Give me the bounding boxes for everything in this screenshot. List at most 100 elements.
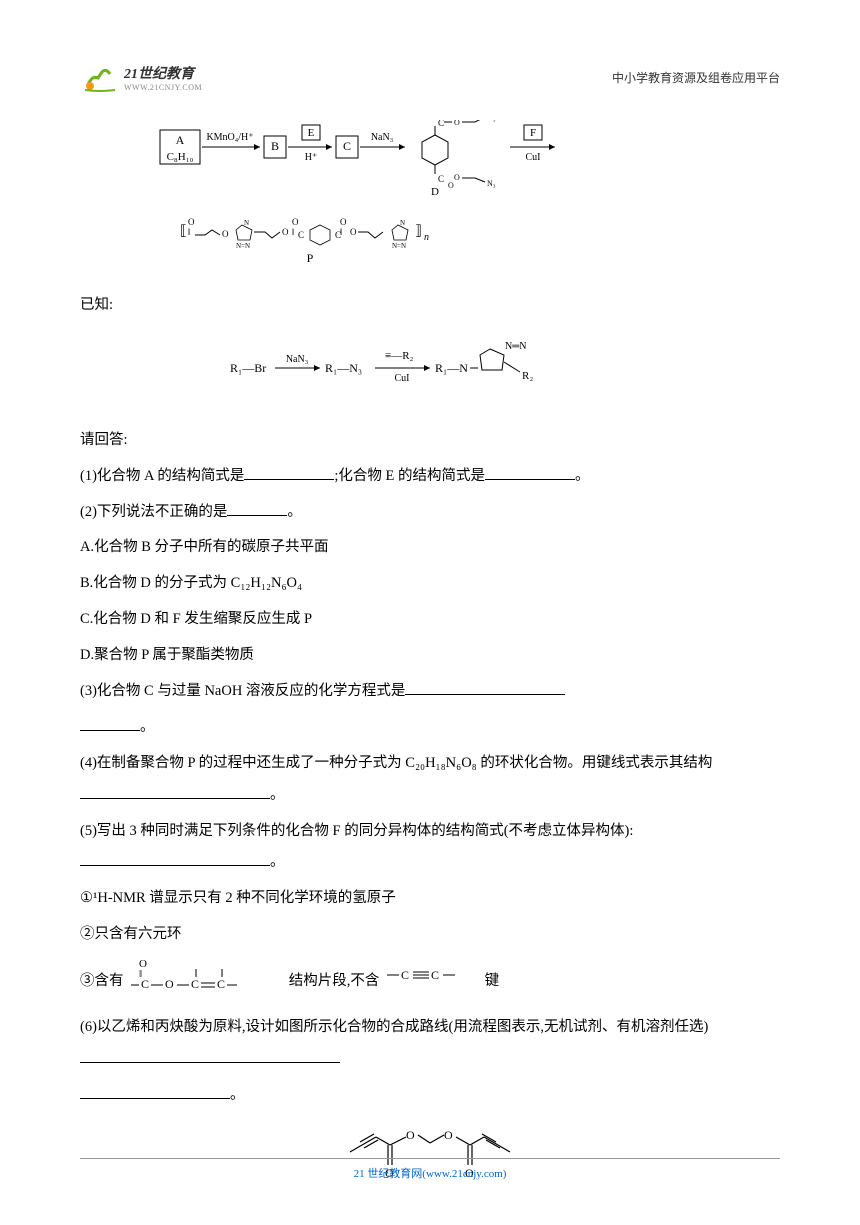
q1-end: 。 <box>575 468 590 484</box>
svg-text:R₂: R₂ <box>522 370 533 382</box>
svg-text:C: C <box>141 977 149 991</box>
known-label: 已知: <box>80 290 780 322</box>
question-6-cont: 。 <box>80 1080 780 1112</box>
q5-end: 。 <box>270 854 285 870</box>
svg-text:N═N: N═N <box>505 341 527 352</box>
q5-text: (5)写出 3 种同时满足下列条件的化合物 F 的同分异构体的结构简式(不考虑立… <box>80 823 633 839</box>
question-3: (3)化合物 C 与过量 NaOH 溶液反应的化学方程式是 <box>80 676 780 708</box>
svg-text:R₁—N: R₁—N <box>435 361 468 375</box>
svg-text:A: A <box>176 133 185 147</box>
q4-end: 。 <box>270 787 285 803</box>
svg-text:O: O <box>350 227 357 237</box>
condition-1: ①¹H-NMR 谱显示只有 2 种不同化学环境的氢原子 <box>80 883 780 915</box>
svg-text:O: O <box>292 217 299 227</box>
logo-cn-text: 21世纪教育 <box>124 63 202 83</box>
svg-text:P: P <box>307 251 314 265</box>
question-1: (1)化合物 A 的结构简式是 ;化合物 E 的结构简式是 。 <box>80 461 780 493</box>
svg-text:C: C <box>217 977 225 991</box>
q5-3-mid: 结构片段,不含 <box>289 973 380 989</box>
svg-text:O: O <box>222 229 229 239</box>
q5-3-end: 键 <box>485 973 500 989</box>
q2-text: (2)下列说法不正确的是 <box>80 504 227 520</box>
svg-text:O: O <box>454 173 460 182</box>
svg-text:O: O <box>406 1128 415 1142</box>
svg-text:NaN₃: NaN₃ <box>286 354 308 365</box>
blank-2 <box>227 498 287 516</box>
svg-text:CuI: CuI <box>395 373 410 384</box>
svg-text:‖: ‖ <box>340 227 343 237</box>
ester-alkene-fragment: O ‖ C O C C <box>131 955 281 1008</box>
svg-text:B: B <box>271 139 279 153</box>
svg-text:H⁺: H⁺ <box>305 152 318 163</box>
q3-text: (3)化合物 C 与过量 NaOH 溶液反应的化学方程式是 <box>80 683 405 699</box>
svg-text:NaN₃: NaN₃ <box>371 132 393 143</box>
q2-end: 。 <box>287 504 302 520</box>
svg-text:C: C <box>401 968 409 982</box>
svg-text:⟧: ⟧ <box>415 224 422 239</box>
option-c: C.化合物 D 和 F 发生缩聚反应生成 P <box>80 604 780 636</box>
condition-3: ③含有 O ‖ C O C C 结构片段,不含 <box>80 955 780 1008</box>
logo-icon <box>80 60 120 95</box>
question-3-cont: 。 <box>80 712 780 744</box>
q5-3-pre: ③含有 <box>80 973 124 989</box>
known-reaction-diagram: R₁—Br NaN₃ R₁—N₃ ≡—R₂ CuI R₁—N N═N R₂ <box>80 332 780 415</box>
svg-text:O: O <box>188 217 195 227</box>
svg-text:C: C <box>191 977 199 991</box>
svg-text:N=N: N=N <box>236 242 250 250</box>
q3-end: 。 <box>140 719 155 735</box>
blank-4 <box>80 781 270 799</box>
page-footer: 21 世纪教育网(www.21cnjy.com) <box>80 1158 780 1181</box>
svg-text:O: O <box>448 181 454 190</box>
svg-text:O: O <box>454 120 460 127</box>
blank-1b <box>485 462 575 480</box>
svg-text:‖: ‖ <box>188 227 191 237</box>
svg-text:n: n <box>424 232 429 243</box>
blank-5 <box>80 848 270 866</box>
svg-text:R₁—Br: R₁—Br <box>230 361 266 375</box>
question-2: (2)下列说法不正确的是 。 <box>80 497 780 529</box>
svg-text:O: O <box>444 1128 453 1142</box>
page-header: 21世纪教育 WWW.21CNJY.COM 中小学教育资源及组卷应用平台 <box>80 60 780 95</box>
svg-text:C₈H₁₀: C₈H₁₀ <box>167 151 194 163</box>
svg-text:N=N: N=N <box>392 242 406 250</box>
svg-text:⟦: ⟦ <box>180 224 187 239</box>
condition-2: ②只含有六元环 <box>80 919 780 951</box>
svg-text:‖: ‖ <box>292 227 295 237</box>
svg-text:N: N <box>244 219 249 227</box>
header-right-text: 中小学教育资源及组卷应用平台 <box>612 69 780 86</box>
logo: 21世纪教育 WWW.21CNJY.COM <box>80 60 202 95</box>
reaction-scheme-diagram: A C₈H₁₀ KMnO₄/H⁺ B E H⁺ C NaN₃ C O O N₃ <box>80 115 780 280</box>
content-area: 已知: R₁—Br NaN₃ R₁—N₃ ≡—R₂ CuI R₁—N N═N R… <box>80 290 780 1225</box>
triple-bond-fragment: C C <box>387 965 477 998</box>
q6-text: (6)以乙烯和丙炔酸为原料,设计如图所示化合物的合成路线(用流程图表示,无机试剂… <box>80 1019 708 1035</box>
svg-text:C: C <box>438 174 444 184</box>
svg-text:N₃: N₃ <box>487 120 496 122</box>
svg-text:O: O <box>165 977 174 991</box>
svg-text:C: C <box>431 968 439 982</box>
svg-text:N₃: N₃ <box>487 179 496 188</box>
svg-text:R₁—N₃: R₁—N₃ <box>325 361 362 375</box>
blank-1a <box>244 462 334 480</box>
svg-text:F: F <box>530 127 536 139</box>
logo-text: 21世纪教育 WWW.21CNJY.COM <box>124 63 202 92</box>
question-4: (4)在制备聚合物 P 的过程中还生成了一种分子式为 C₂₀H₁₈N₆O₈ 的环… <box>80 748 780 812</box>
svg-text:O: O <box>340 217 347 227</box>
blank-3b <box>80 713 140 731</box>
question-6: (6)以乙烯和丙炔酸为原料,设计如图所示化合物的合成路线(用流程图表示,无机试剂… <box>80 1012 780 1076</box>
svg-text:C: C <box>343 139 351 153</box>
svg-text:KMnO₄/H⁺: KMnO₄/H⁺ <box>206 132 253 143</box>
svg-text:E: E <box>308 127 315 139</box>
answer-label: 请回答: <box>80 425 780 457</box>
blank-6a <box>80 1045 340 1063</box>
svg-text:N: N <box>400 219 405 227</box>
svg-text:C: C <box>438 120 444 128</box>
q1-mid: ;化合物 E 的结构简式是 <box>334 468 485 484</box>
q1-text: (1)化合物 A 的结构简式是 <box>80 468 244 484</box>
svg-text:CuI: CuI <box>526 152 541 163</box>
svg-text:D: D <box>431 186 439 198</box>
option-d: D.聚合物 P 属于聚酯类物质 <box>80 640 780 672</box>
svg-text:O: O <box>282 227 289 237</box>
option-a: A.化合物 B 分子中所有的碳原子共平面 <box>80 532 780 564</box>
q6-end: 。 <box>230 1087 245 1103</box>
svg-text:C: C <box>298 230 304 240</box>
